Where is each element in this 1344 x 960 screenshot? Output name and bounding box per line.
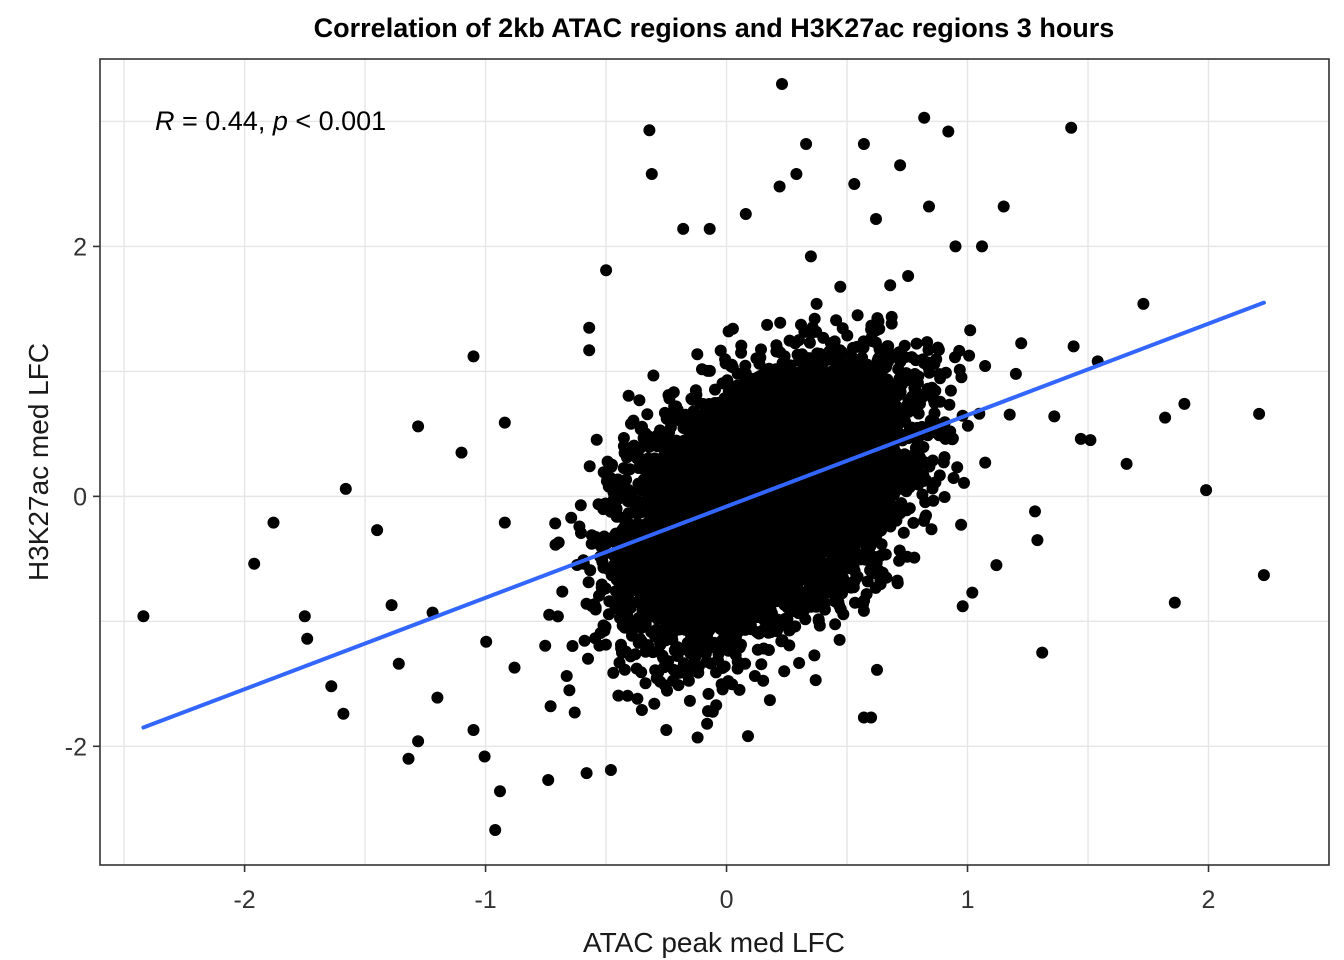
data-point <box>778 665 791 678</box>
data-point <box>622 389 635 402</box>
data-points <box>137 78 1270 836</box>
data-point <box>583 460 596 473</box>
data-point <box>1009 367 1022 380</box>
data-point <box>944 384 957 397</box>
data-point <box>834 280 847 293</box>
data-point <box>578 634 591 647</box>
data-point <box>726 322 739 335</box>
data-point <box>565 511 578 524</box>
data-point <box>947 472 960 484</box>
data-point <box>943 398 956 411</box>
data-point <box>709 383 721 396</box>
data-point <box>563 684 576 697</box>
data-point <box>742 730 754 743</box>
data-point <box>912 407 925 420</box>
data-point <box>928 357 941 370</box>
data-point <box>793 657 806 669</box>
data-point <box>580 767 593 780</box>
data-point <box>623 463 636 476</box>
data-point <box>602 608 615 621</box>
data-point <box>733 683 746 696</box>
data-point <box>774 316 787 329</box>
chart-title: Correlation of 2kb ATAC regions and H3K2… <box>314 13 1115 43</box>
data-point <box>549 517 562 530</box>
data-point <box>735 339 748 352</box>
data-point <box>979 456 992 469</box>
data-point <box>914 397 926 410</box>
data-point <box>607 666 620 679</box>
data-point <box>612 689 625 702</box>
data-point <box>829 618 842 631</box>
data-point <box>958 476 970 489</box>
data-point <box>599 620 612 633</box>
data-point <box>670 400 683 413</box>
data-point <box>574 499 587 512</box>
data-point <box>716 683 729 696</box>
data-point <box>897 526 910 539</box>
data-point <box>701 717 714 730</box>
data-point <box>803 336 816 349</box>
data-point <box>961 419 974 432</box>
data-point <box>884 279 897 292</box>
data-point <box>795 318 807 331</box>
data-point <box>702 687 715 700</box>
data-point <box>871 663 883 676</box>
data-point <box>603 595 616 608</box>
data-point <box>783 334 796 347</box>
data-point <box>566 640 579 652</box>
data-point <box>748 670 761 682</box>
data-point <box>907 516 920 529</box>
data-point <box>641 408 654 421</box>
data-point <box>633 394 646 407</box>
data-point <box>810 297 823 310</box>
data-point <box>938 491 951 503</box>
data-point <box>923 366 936 379</box>
data-point <box>478 750 491 763</box>
data-point <box>902 270 915 282</box>
data-point <box>949 351 961 364</box>
